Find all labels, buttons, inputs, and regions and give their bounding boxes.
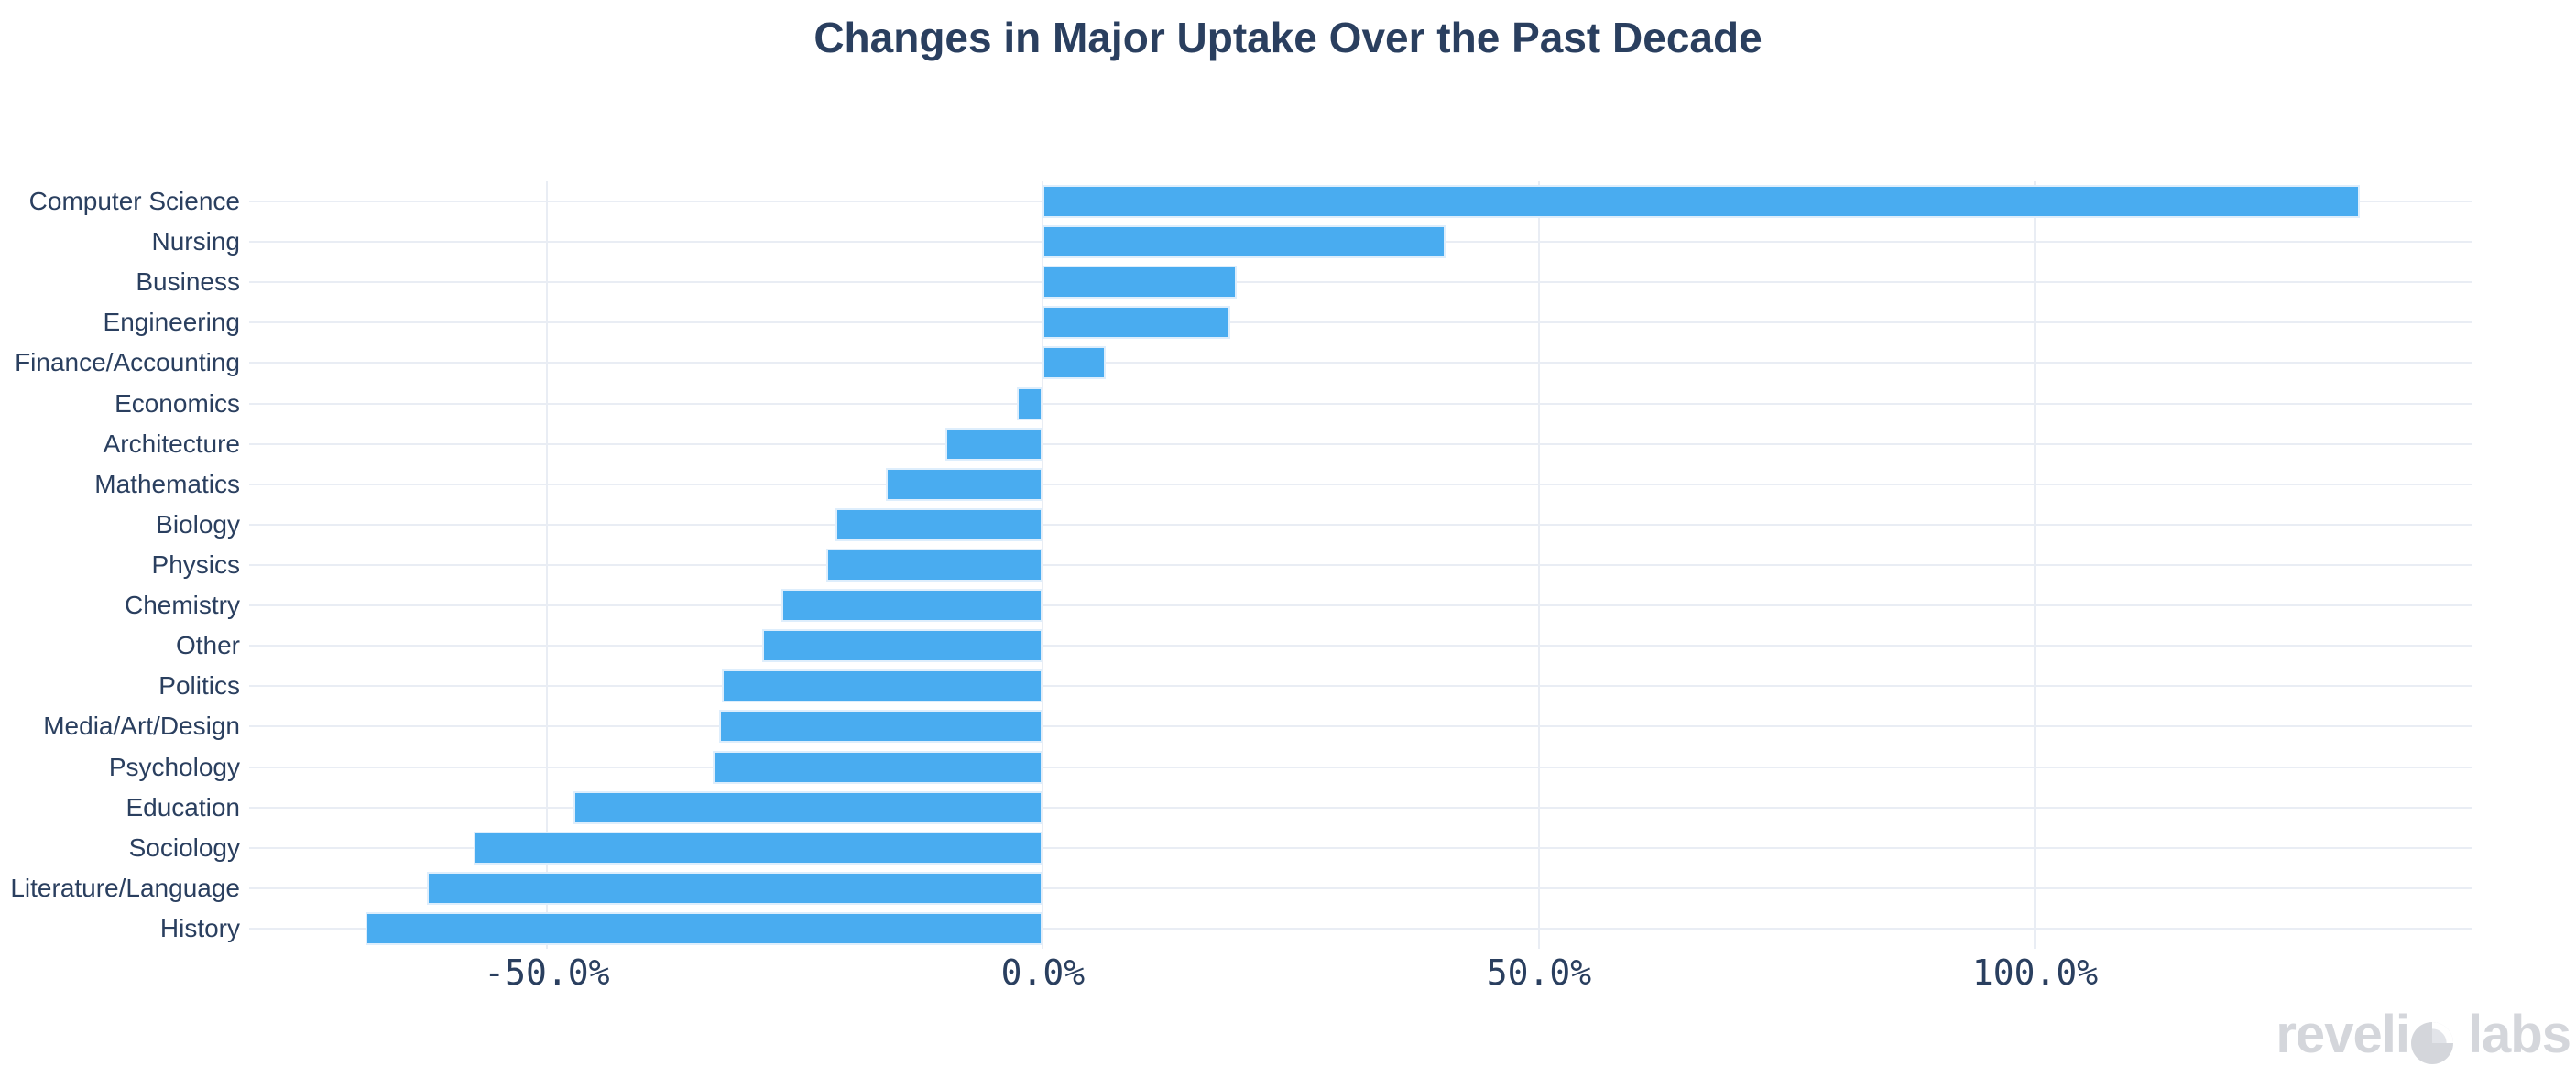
bar-finance-accounting[interactable] — [1042, 346, 1106, 380]
bar-biology[interactable] — [835, 507, 1043, 541]
bar-business[interactable] — [1042, 266, 1237, 299]
y-gridline — [249, 523, 2472, 526]
y-gridline — [249, 725, 2472, 728]
logo-text-before-o: reveli — [2276, 1004, 2410, 1064]
y-label-politics: Politics — [158, 671, 240, 701]
x-tick-label: 50.0% — [1486, 952, 1592, 993]
y-gridline — [249, 281, 2472, 284]
y-label-economics: Economics — [115, 388, 240, 418]
chart-title: Changes in Major Uptake Over the Past De… — [813, 14, 1763, 61]
y-gridline — [249, 685, 2472, 688]
bar-sociology[interactable] — [473, 831, 1043, 865]
revelio-o-icon — [2410, 1016, 2453, 1064]
y-gridline — [249, 846, 2472, 849]
bar-psychology[interactable] — [712, 750, 1043, 784]
y-gridline — [249, 645, 2472, 647]
y-label-sociology: Sociology — [128, 832, 240, 862]
x-tick-label: -50.0% — [484, 952, 610, 993]
bar-engineering[interactable] — [1042, 306, 1231, 340]
bar-architecture[interactable] — [945, 427, 1043, 461]
y-label-finance-accounting: Finance/Accounting — [15, 348, 240, 377]
y-gridline — [249, 887, 2472, 889]
bar-mathematics[interactable] — [886, 467, 1043, 501]
y-label-biology: Biology — [156, 509, 240, 538]
logo-text-after-o: labs — [2467, 1004, 2571, 1064]
y-label-chemistry: Chemistry — [124, 591, 240, 620]
y-label-architecture: Architecture — [103, 429, 240, 458]
y-gridline — [249, 766, 2472, 768]
y-label-media-art-design: Media/Art/Design — [43, 712, 240, 741]
y-label-nursing: Nursing — [151, 227, 240, 256]
y-gridline — [249, 362, 2472, 364]
bar-history[interactable] — [365, 911, 1043, 945]
y-label-business: Business — [136, 267, 240, 297]
y-gridline — [249, 927, 2472, 930]
y-gridline — [249, 321, 2472, 324]
y-gridline — [249, 402, 2472, 405]
bar-literature-language[interactable] — [426, 871, 1043, 905]
y-label-education: Education — [126, 792, 240, 821]
y-label-physics: Physics — [151, 550, 240, 579]
bar-computer-science[interactable] — [1042, 185, 2360, 219]
bar-physics[interactable] — [826, 549, 1043, 582]
bar-other[interactable] — [761, 629, 1043, 663]
x-tick-label: 100.0% — [1971, 952, 2099, 993]
y-label-engineering: Engineering — [103, 308, 240, 337]
y-gridline — [249, 483, 2472, 485]
bar-nursing[interactable] — [1042, 225, 1446, 259]
bar-politics[interactable] — [721, 669, 1043, 703]
y-gridline — [249, 604, 2472, 607]
bar-chemistry[interactable] — [780, 589, 1043, 623]
y-gridline — [249, 442, 2472, 445]
y-gridline — [249, 806, 2472, 809]
y-label-psychology: Psychology — [108, 752, 240, 781]
bar-education[interactable] — [573, 790, 1043, 824]
bar-media-art-design[interactable] — [719, 710, 1043, 744]
x-tick-label: 0.0% — [1000, 952, 1086, 993]
y-gridline — [249, 564, 2472, 566]
revelio-labs-logo: reveli labs — [2276, 1002, 2571, 1066]
bar-economics[interactable] — [1017, 386, 1043, 420]
y-label-history: History — [159, 913, 240, 942]
y-label-mathematics: Mathematics — [94, 469, 240, 498]
y-label-literature-language: Literature/Language — [10, 873, 240, 902]
y-label-computer-science: Computer Science — [28, 187, 240, 216]
y-label-other: Other — [175, 631, 240, 660]
